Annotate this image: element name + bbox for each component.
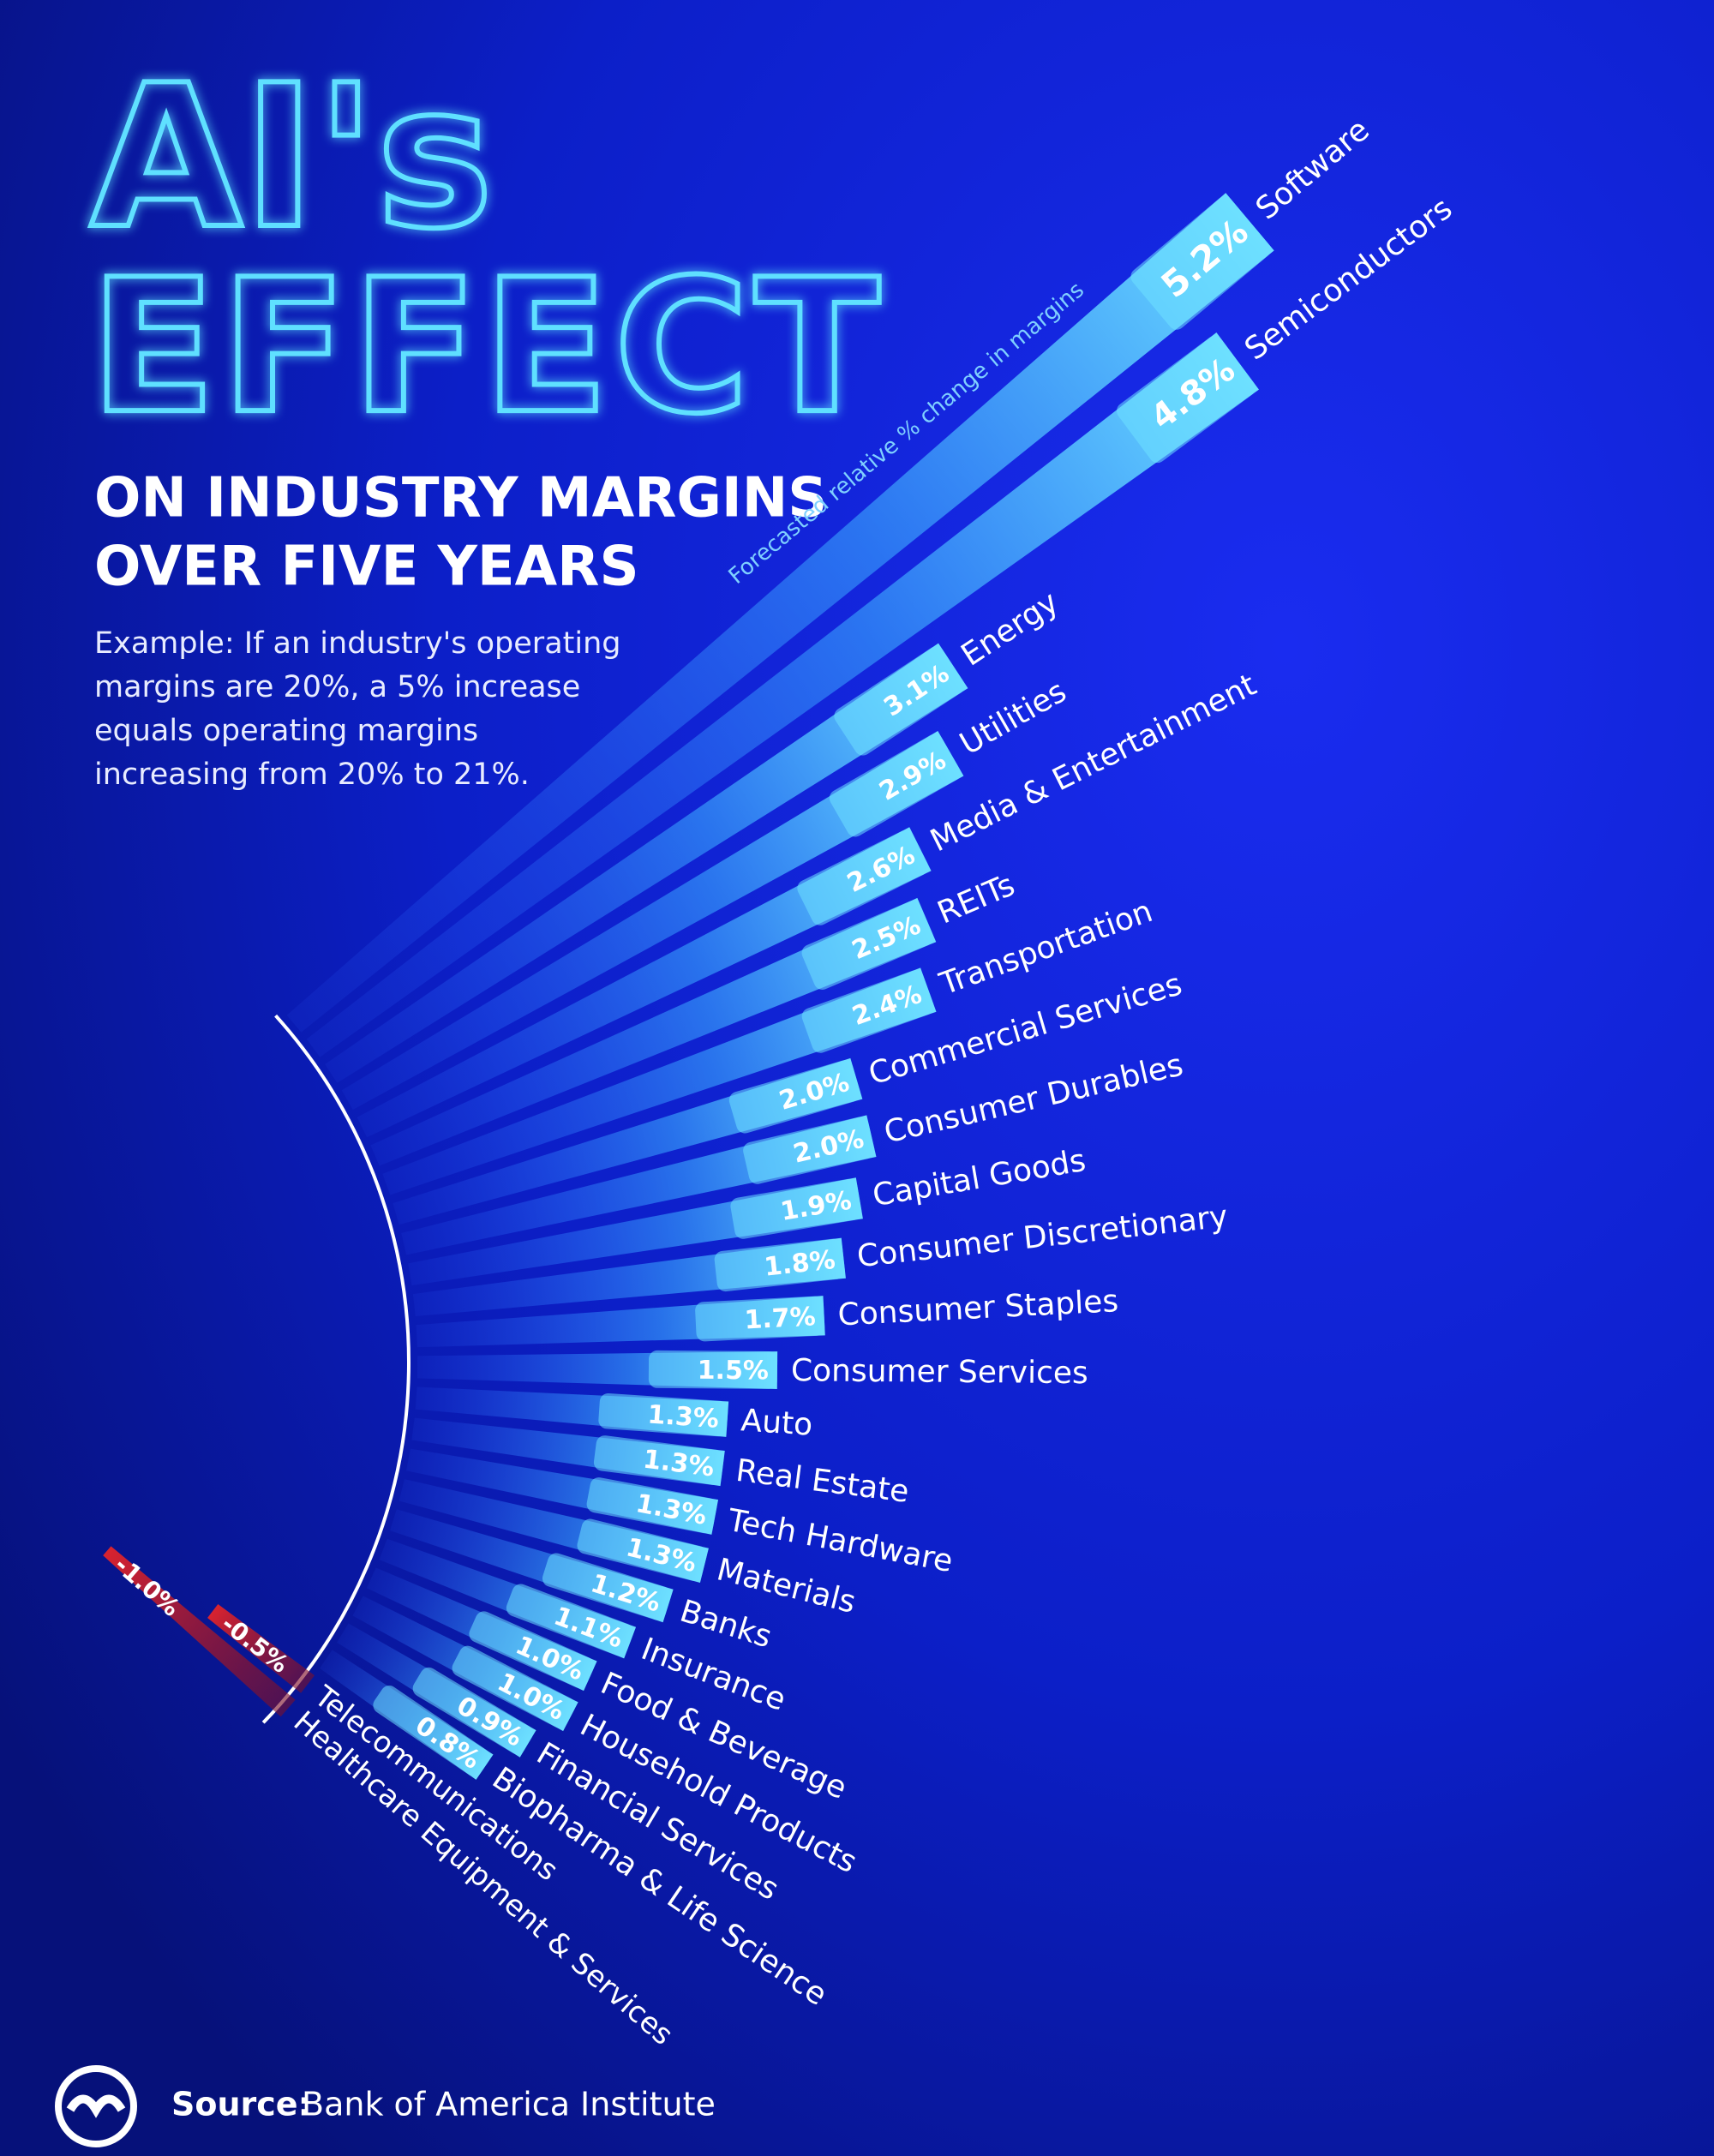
value-label-bg	[598, 1392, 728, 1437]
bar	[357, 827, 932, 1138]
value-label-bg	[412, 1667, 533, 1754]
value-label: 1.5%	[698, 1356, 770, 1386]
category-label: Consumer Services	[791, 1353, 1088, 1391]
bar	[325, 643, 968, 1083]
value-label-bg	[469, 1611, 595, 1688]
category-label: Auto	[740, 1403, 813, 1443]
value-label-bg	[730, 1178, 862, 1239]
bar	[286, 193, 1274, 1033]
value-label-bg	[743, 1117, 875, 1184]
value-label-bg	[797, 829, 929, 925]
note: increasing from 20% to 21%.	[94, 758, 530, 792]
subtitle: ON INDUSTRY MARGINS	[94, 467, 827, 530]
value-label-bg	[1117, 335, 1256, 464]
note: equals operating margins	[94, 714, 478, 748]
note: Example: If an industry's operating	[94, 626, 620, 661]
title-block: AI's EFFECT ON INDUSTRY MARGINS OVER FIV…	[87, 41, 885, 792]
chart-title: AI's	[90, 44, 494, 272]
bar	[370, 897, 937, 1166]
value-label-bg	[1130, 196, 1271, 330]
value-label-bg	[801, 970, 934, 1053]
value-label-bg	[728, 1060, 860, 1134]
bar	[207, 1604, 315, 1693]
value-label-bg	[542, 1553, 672, 1620]
value-label-bg	[452, 1645, 576, 1728]
axis-arc	[261, 1014, 411, 1724]
value-label-bg	[714, 1238, 845, 1292]
chart-title: EFFECT	[90, 239, 885, 454]
value-label: 1.7%	[744, 1302, 817, 1335]
value-label-bg	[829, 734, 961, 837]
value-label-bg	[648, 1350, 778, 1389]
value-label-bg	[834, 646, 965, 756]
value-label-bg	[586, 1477, 717, 1534]
bar	[306, 332, 1259, 1057]
bar	[382, 967, 937, 1195]
value-label-bg	[695, 1296, 825, 1342]
source-label: Source:	[171, 2086, 311, 2123]
value-label-bg	[506, 1584, 634, 1656]
bar	[103, 1546, 296, 1717]
bar-group: 1.3% Auto	[415, 1386, 813, 1443]
logo	[66, 2094, 126, 2118]
bar-group: 1.5% Consumer Services	[417, 1350, 1088, 1391]
value-label-bg	[801, 901, 934, 990]
value-label: 1.3%	[647, 1399, 720, 1434]
source: Bank of America Institute	[302, 2086, 716, 2123]
value-label-bg	[593, 1435, 724, 1485]
bar	[341, 730, 964, 1110]
value-label-bg	[373, 1685, 490, 1777]
source-block: Source: Bank of America Institute	[55, 2065, 716, 2147]
logo	[55, 2065, 137, 2147]
note: margins are 20%, a 5% increase	[94, 670, 580, 704]
value-label-bg	[577, 1518, 707, 1581]
subtitle: OVER FIVE YEARS	[94, 536, 639, 599]
